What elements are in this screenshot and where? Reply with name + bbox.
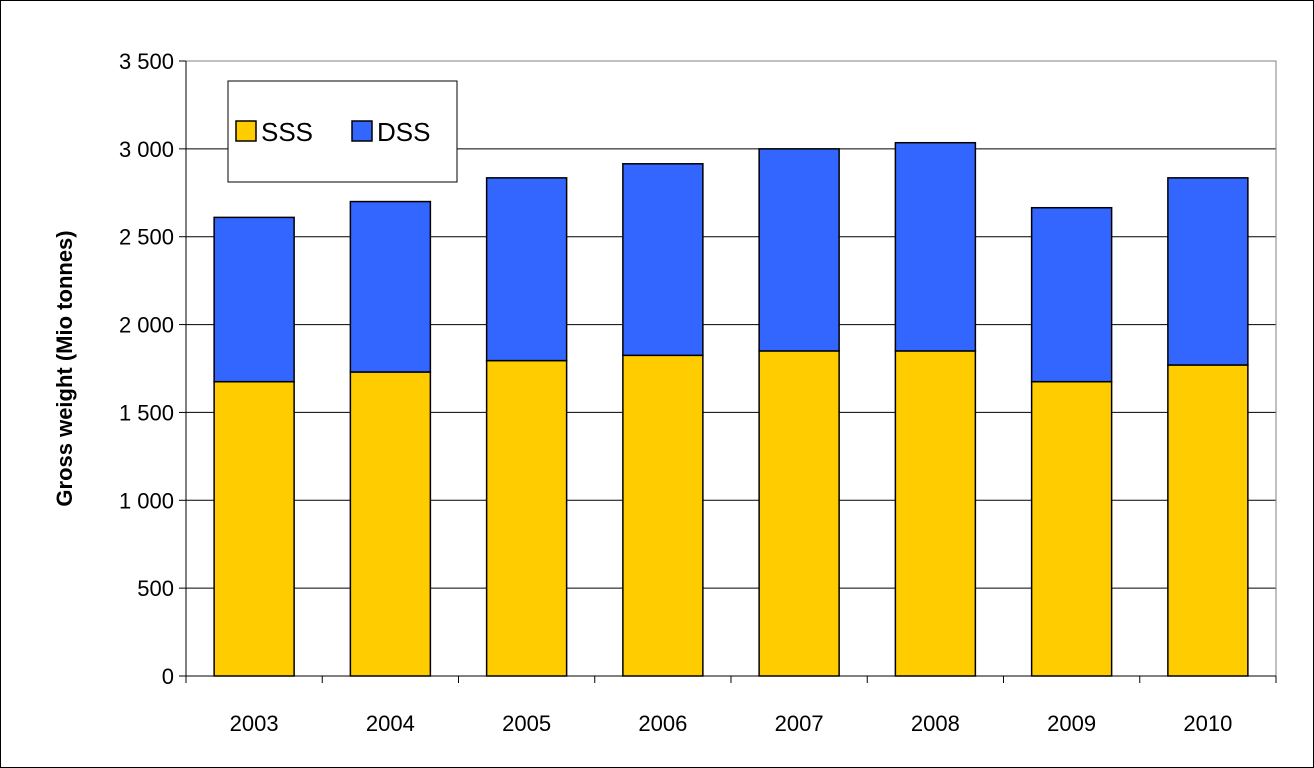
legend-box — [227, 80, 458, 183]
x-tick-label: 2004 — [366, 711, 415, 736]
x-tick-label: 2006 — [638, 711, 687, 736]
bar-dss-2010 — [1167, 177, 1249, 366]
y-tick-label: 3 000 — [119, 137, 174, 162]
bar-sss-2004 — [349, 371, 432, 677]
y-tick-label: 2 000 — [119, 313, 174, 338]
legend-label-sss: SSS — [261, 117, 313, 147]
y-tick-label: 2 500 — [119, 225, 174, 250]
bar-dss-2004 — [349, 200, 432, 373]
bar-sss-2007 — [758, 350, 840, 677]
x-tick-label: 2008 — [911, 711, 960, 736]
legend-items: SSS DSS — [235, 117, 430, 147]
bar-dss-2003 — [213, 216, 295, 383]
bar-sss-2008 — [894, 350, 977, 677]
legend-label-dss: DSS — [377, 117, 430, 147]
bars — [213, 141, 1249, 677]
bar-dss-2009 — [1030, 206, 1113, 383]
y-tick-label: 0 — [162, 664, 174, 689]
bar-dss-2008 — [894, 141, 977, 352]
bar-sss-2005 — [485, 359, 568, 677]
bar-dss-2005 — [485, 177, 568, 362]
bar-sss-2009 — [1030, 380, 1113, 677]
x-ticks: 2003 2004 2005 2006 2007 2008 2009 2010 — [185, 676, 1277, 736]
bar-dss-2006 — [622, 163, 704, 357]
bar-sss-2003 — [213, 380, 295, 677]
x-tick-label: 2003 — [230, 711, 279, 736]
y-tick-label: 3 500 — [119, 49, 174, 74]
legend: SSS DSS — [227, 80, 458, 183]
x-tick-label: 2009 — [1047, 711, 1096, 736]
x-tick-label: 2005 — [502, 711, 551, 736]
bar-sss-2006 — [622, 354, 704, 677]
bar-sss-2010 — [1167, 364, 1249, 677]
y-axis-title: Gross weight (Mio tonnes) — [52, 230, 77, 506]
y-tick-label: 500 — [137, 576, 174, 601]
x-tick-label: 2007 — [775, 711, 824, 736]
x-tick-label: 2010 — [1183, 711, 1232, 736]
y-ticks: 0 500 1 000 1 500 2 000 2 500 3 000 3 500 — [119, 49, 186, 689]
bar-dss-2007 — [758, 148, 840, 352]
legend-swatch-dss — [351, 120, 373, 142]
y-tick-label: 1 500 — [119, 400, 174, 425]
legend-swatch-sss — [235, 120, 257, 142]
y-tick-label: 1 000 — [119, 488, 174, 513]
